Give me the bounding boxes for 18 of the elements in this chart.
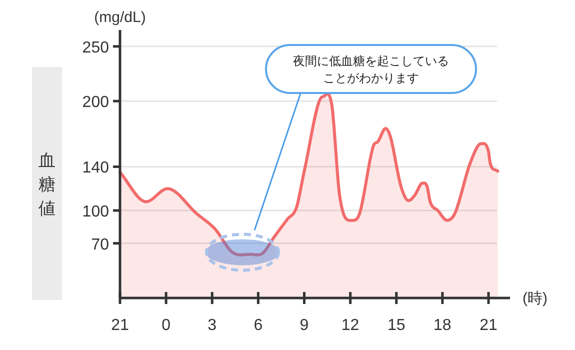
x-tick-label: 15 <box>387 317 406 334</box>
text: (mg/dL) <box>94 9 146 26</box>
y-tick-label: 100 <box>82 203 110 220</box>
y-tick-label: 70 <box>91 236 110 254</box>
y-tick-label: 140 <box>82 160 110 177</box>
x-tick-label: 0 <box>162 317 171 334</box>
x-axis-title: (時) <box>522 290 548 307</box>
x-tick-label: 18 <box>434 317 452 334</box>
x-tick-label: 9 <box>300 317 309 334</box>
x-tick-label: 6 <box>254 317 263 334</box>
x-tick-label: 21 <box>480 317 498 334</box>
annotation: 夜間に低血糖を起こしていることがわかります <box>293 54 449 85</box>
x-tick-label: 3 <box>208 317 217 334</box>
y-axis-title: 血糖値 <box>38 151 56 218</box>
x-tick-label: 12 <box>341 317 360 334</box>
y-tick-label: 250 <box>82 39 110 56</box>
x-tick-label: 21 <box>111 317 129 334</box>
y-tick-label: 200 <box>82 94 110 112</box>
